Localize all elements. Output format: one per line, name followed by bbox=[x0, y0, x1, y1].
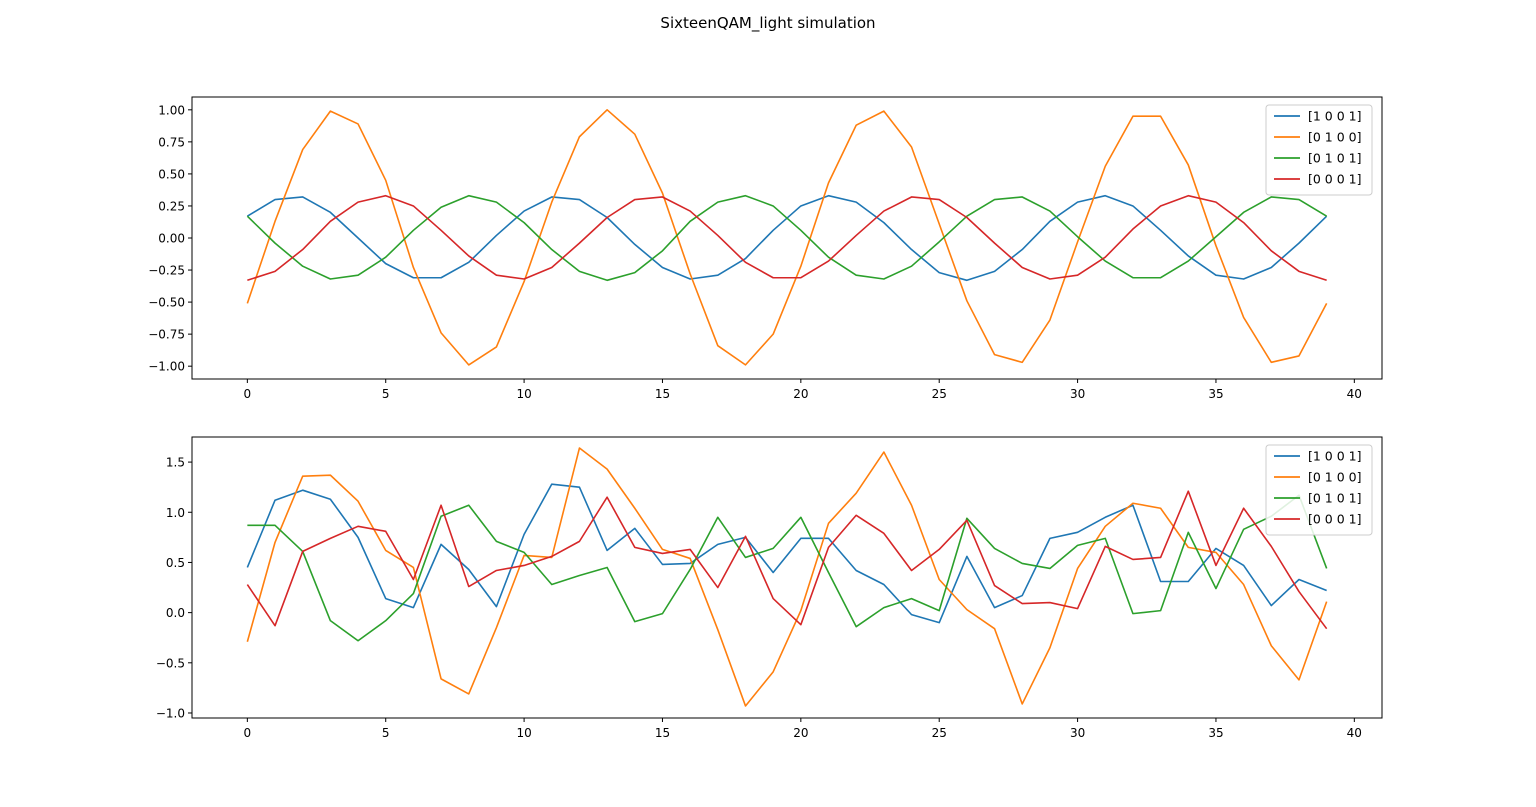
x-tick-label: 40 bbox=[1347, 726, 1362, 740]
y-tick-label: −1.0 bbox=[156, 706, 185, 720]
legend: [1 0 0 1] [0 1 0 0] [0 1 0 1] [0 0 0 1] bbox=[1265, 104, 1373, 196]
x-tick-label: 40 bbox=[1347, 387, 1362, 401]
y-tick-label: 0.25 bbox=[158, 199, 185, 213]
y-tick-label: 0.50 bbox=[158, 167, 185, 181]
legend-box bbox=[1265, 104, 1373, 196]
x-tick-label: 15 bbox=[655, 726, 670, 740]
y-tick-label: 1.5 bbox=[166, 456, 185, 470]
legend-label: [1 0 0 1] bbox=[1308, 449, 1362, 464]
legend-label: [0 1 0 0] bbox=[1308, 130, 1362, 145]
legend-label: [0 0 0 1] bbox=[1308, 512, 1362, 527]
legend-label: [1 0 0 1] bbox=[1308, 109, 1362, 124]
y-tick-label: 0.75 bbox=[158, 135, 185, 149]
top-subplot: 0 5 10 15 20 25 30 35 40 1.00 0.75 0.50 0.25 0.00 −0.2… bbox=[148, 96, 1383, 401]
series-line-3 bbox=[247, 194, 1327, 282]
x-tick-label: 30 bbox=[1070, 726, 1085, 740]
legend-label: [0 1 0 0] bbox=[1308, 470, 1362, 485]
figure-title: SixteenQAM_light simulation bbox=[660, 14, 875, 33]
y-tick-label: −0.5 bbox=[156, 656, 185, 670]
legend-box bbox=[1265, 444, 1373, 536]
x-tick-label: 30 bbox=[1070, 387, 1085, 401]
series-line-1 bbox=[246, 447, 1328, 707]
x-tick-label: 5 bbox=[382, 726, 390, 740]
axes-frame bbox=[191, 436, 1383, 719]
x-tick-label: 35 bbox=[1208, 387, 1223, 401]
x-tick-label: 10 bbox=[516, 726, 531, 740]
y-tick-label: 1.00 bbox=[158, 103, 185, 117]
y-tick-label: −0.25 bbox=[148, 264, 185, 278]
legend-label: [0 0 0 1] bbox=[1308, 172, 1362, 187]
legend-label: [0 1 0 1] bbox=[1308, 491, 1362, 506]
y-tick-label: 0.00 bbox=[158, 232, 185, 246]
x-tick-label: 15 bbox=[655, 387, 670, 401]
series-line-2 bbox=[247, 494, 1328, 642]
x-tick-label: 0 bbox=[244, 726, 252, 740]
legend-label: [0 1 0 1] bbox=[1308, 151, 1362, 166]
x-tick-label: 35 bbox=[1208, 726, 1223, 740]
y-tick-label: 0.0 bbox=[166, 606, 185, 620]
y-tick-label: 1.0 bbox=[166, 506, 185, 520]
x-tick-label: 25 bbox=[932, 387, 947, 401]
series-line-1 bbox=[246, 109, 1328, 366]
x-tick-label: 20 bbox=[793, 387, 808, 401]
y-tick-label: −1.00 bbox=[148, 360, 185, 374]
legend: [1 0 0 1] [0 1 0 0] [0 1 0 1] [0 0 0 1] bbox=[1265, 444, 1373, 536]
x-tick-label: 25 bbox=[932, 726, 947, 740]
y-tick-label: 0.5 bbox=[166, 556, 185, 570]
series-line-3 bbox=[246, 490, 1328, 630]
x-tick-label: 10 bbox=[516, 387, 531, 401]
y-tick-label: −0.75 bbox=[148, 328, 185, 342]
bottom-subplot: 0 5 10 15 20 25 30 35 40 1.5 1.0 0.5 0.0 −0.5 −1.0 [1 0… bbox=[156, 436, 1383, 740]
x-tick-label: 0 bbox=[244, 387, 252, 401]
series-line-0 bbox=[246, 483, 1327, 624]
x-tick-label: 5 bbox=[382, 387, 390, 401]
x-tick-label: 20 bbox=[793, 726, 808, 740]
y-tick-label: −0.50 bbox=[148, 296, 185, 310]
